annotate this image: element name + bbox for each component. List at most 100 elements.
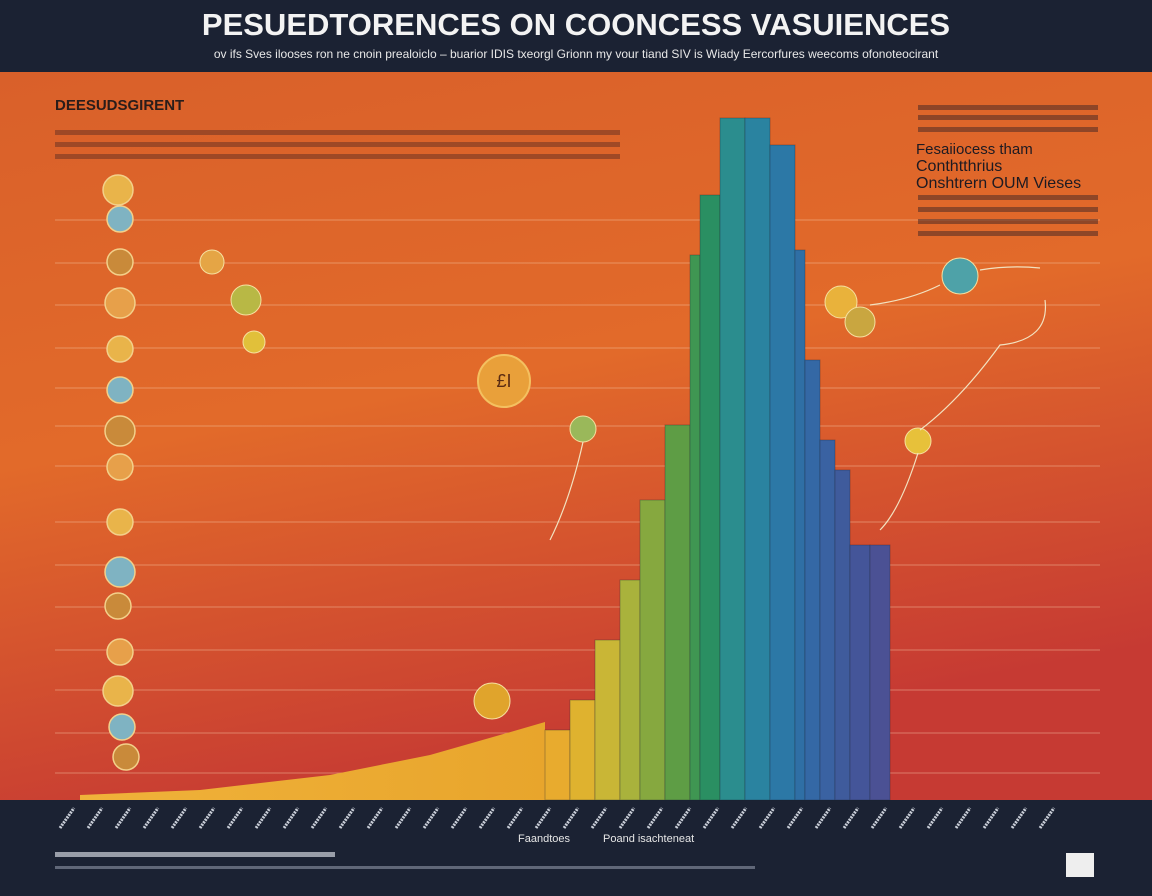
column xyxy=(699,194,721,801)
panel-heading: DEESUDSGIRENT xyxy=(55,97,184,114)
axis-label xyxy=(254,807,272,829)
icon xyxy=(106,205,134,233)
right-heading: Conthtthrius xyxy=(916,158,1002,175)
axis-label xyxy=(646,807,664,829)
icon xyxy=(106,508,134,536)
axis-label xyxy=(870,807,888,829)
footer-line xyxy=(55,852,335,857)
icon xyxy=(106,376,134,404)
axis-label xyxy=(898,807,916,829)
axis-label xyxy=(366,807,384,829)
text-line xyxy=(55,142,620,147)
axis-label xyxy=(842,807,860,829)
bubble xyxy=(242,330,266,354)
icon xyxy=(112,743,140,771)
axis-label xyxy=(702,807,720,829)
bubble xyxy=(941,257,979,295)
text-line xyxy=(918,219,1098,224)
axis-label xyxy=(506,807,524,829)
connector xyxy=(869,284,941,306)
text-line xyxy=(918,195,1098,200)
axis-label xyxy=(758,807,776,829)
axis-label xyxy=(226,807,244,829)
footer-label: Faandtoes xyxy=(518,833,570,845)
logo xyxy=(1066,853,1094,877)
axis-label xyxy=(310,807,328,829)
subtitle: ov ifs Sves ilooses ron ne cnoin prealoi… xyxy=(214,47,939,61)
column xyxy=(719,117,746,801)
header-band xyxy=(0,0,1152,72)
axis-label xyxy=(142,807,160,829)
axis-label xyxy=(422,807,440,829)
axis-label xyxy=(1038,807,1056,829)
axis-label xyxy=(170,807,188,829)
axis-label xyxy=(450,807,468,829)
axis-label xyxy=(954,807,972,829)
column xyxy=(869,544,891,801)
text-line xyxy=(55,130,620,135)
icon xyxy=(102,675,134,707)
bar-shape xyxy=(80,117,891,801)
bubble xyxy=(904,427,932,455)
icon xyxy=(106,453,134,481)
axis-label xyxy=(86,807,104,829)
icon xyxy=(104,287,136,319)
bubble xyxy=(844,306,876,338)
column xyxy=(819,439,836,801)
decoration xyxy=(55,105,1098,869)
bubble xyxy=(199,249,225,275)
axis-label xyxy=(590,807,608,829)
icon xyxy=(108,713,136,741)
connector xyxy=(549,441,584,541)
axis-label xyxy=(1010,807,1028,829)
axis-label xyxy=(562,807,580,829)
callout-text: £I xyxy=(496,371,511,391)
axis-label xyxy=(814,807,832,829)
icon xyxy=(104,415,136,447)
column xyxy=(594,639,621,801)
text-line xyxy=(918,231,1098,236)
column xyxy=(544,729,571,801)
title: PESUEDTORENCES ON COONCESS VASUIENCES xyxy=(202,7,950,42)
column xyxy=(834,469,851,801)
bubble xyxy=(569,415,597,443)
column xyxy=(689,254,701,801)
axis-label xyxy=(982,807,1000,829)
bubble xyxy=(824,285,858,319)
ramp xyxy=(80,722,545,800)
footer-band xyxy=(0,800,1152,896)
text-line xyxy=(55,154,620,159)
icon xyxy=(106,638,134,666)
bubble xyxy=(473,682,511,720)
icon xyxy=(102,174,134,206)
bubble xyxy=(230,284,262,316)
footer-line xyxy=(55,866,755,869)
connector xyxy=(879,452,919,531)
axis-label xyxy=(730,807,748,829)
icon xyxy=(104,592,132,620)
icon xyxy=(106,335,134,363)
right-heading: Fesaiiocess tham xyxy=(916,141,1033,158)
axis-label xyxy=(478,807,496,829)
icon xyxy=(104,556,136,588)
column xyxy=(769,144,796,801)
icon xyxy=(106,248,134,276)
axis-label xyxy=(674,807,692,829)
column xyxy=(664,424,691,801)
axis-label xyxy=(394,807,412,829)
column xyxy=(744,117,771,801)
column xyxy=(569,699,596,801)
axis-label xyxy=(534,807,552,829)
column xyxy=(849,544,871,801)
axis-label xyxy=(926,807,944,829)
text-line xyxy=(918,127,1098,132)
footer-label: Poand isachteneat xyxy=(603,833,694,845)
text-line xyxy=(918,115,1098,120)
callout-circle xyxy=(477,354,531,408)
axis-label xyxy=(114,807,132,829)
text-line xyxy=(918,207,1098,212)
axis-label xyxy=(58,807,76,829)
column xyxy=(639,499,666,801)
